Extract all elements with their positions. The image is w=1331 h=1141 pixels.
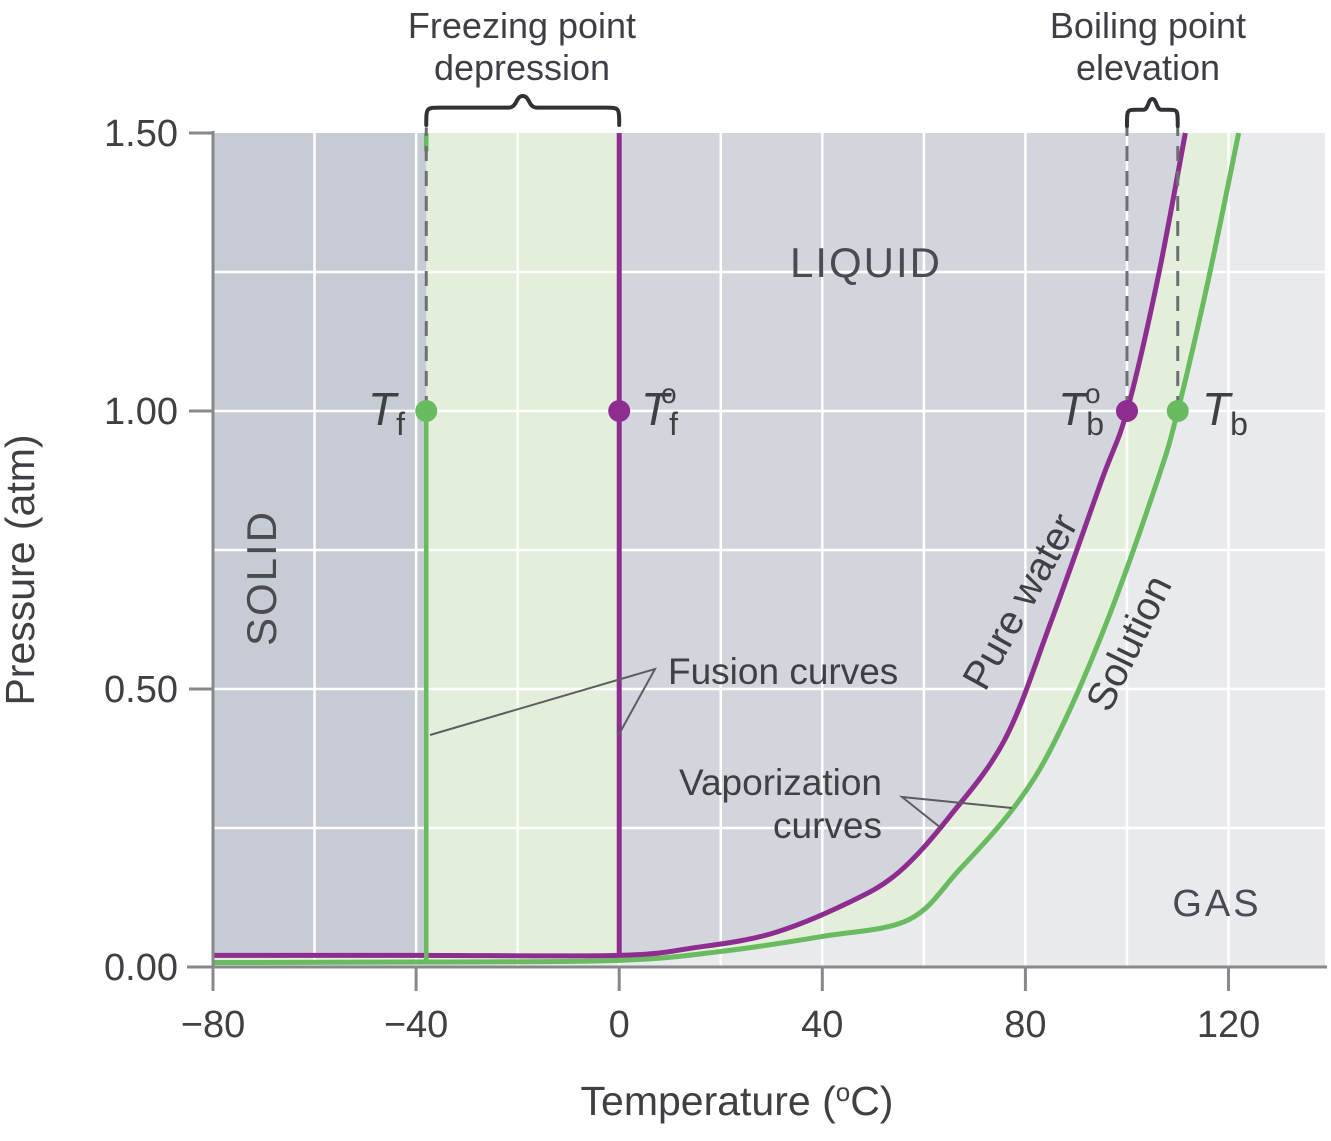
tb0-label: Tbo <box>1058 378 1104 442</box>
vaporization-curves-label-line1: Vaporization <box>679 762 882 803</box>
y-tick-label: 0.00 <box>104 947 178 989</box>
tb-label: Tb <box>1202 383 1248 442</box>
dot-tf <box>415 400 438 422</box>
tf-label: Tf <box>368 383 405 442</box>
dot-tf0 <box>608 400 631 422</box>
fusion-curves-pointer-lines <box>429 667 658 737</box>
y-tick-label: 0.50 <box>104 669 178 711</box>
tick-labels: 1.50 1.00 0.50 0.00−80 −40 0 40 80 120 <box>104 113 1260 1046</box>
boiling-point-elevation-label-line2: elevation <box>1076 47 1220 88</box>
x-axis-title: Temperature (oC) <box>581 1077 894 1124</box>
dashed-guides <box>424 127 1180 411</box>
vaporization-curves-pointer-lines <box>898 795 1013 829</box>
x-tick-label: 120 <box>1197 1004 1260 1046</box>
freezing-point-depression-label-line1: Freezing point <box>408 5 636 46</box>
x-tick-label: 40 <box>801 1004 843 1046</box>
tf0-label: Tfo <box>641 378 678 442</box>
fusion-curves-label: Fusion curves <box>668 651 898 692</box>
x-tick-label: −80 <box>181 1004 245 1046</box>
dot-tb <box>1166 400 1189 422</box>
axes <box>187 131 1327 991</box>
x-tick-label: −40 <box>384 1004 448 1046</box>
key-point-dots <box>415 400 1189 422</box>
y-tick-label: 1.50 <box>104 113 178 155</box>
gas-region-label: GAS <box>1172 883 1261 925</box>
boiling-point-elevation-label-line1: Boiling point <box>1050 5 1246 46</box>
liquid-region-label: LIQUID <box>790 239 942 286</box>
x-tick-label: 0 <box>609 1004 630 1046</box>
boiling-brace <box>1124 96 1180 128</box>
fusion-band <box>426 133 620 962</box>
vaporization-curves-label-line2: curves <box>773 805 882 846</box>
y-axis-title: Pressure (atm) <box>0 434 43 705</box>
solid-region <box>213 133 427 956</box>
solid-region-label: SOLID <box>238 510 285 646</box>
y-tick-label: 1.00 <box>104 391 178 433</box>
freezing-point-depression-label-line2: depression <box>434 47 610 88</box>
freezing-brace <box>424 93 622 127</box>
dot-tb0 <box>1115 400 1138 422</box>
x-tick-label: 80 <box>1004 1004 1046 1046</box>
braces <box>424 93 1180 128</box>
